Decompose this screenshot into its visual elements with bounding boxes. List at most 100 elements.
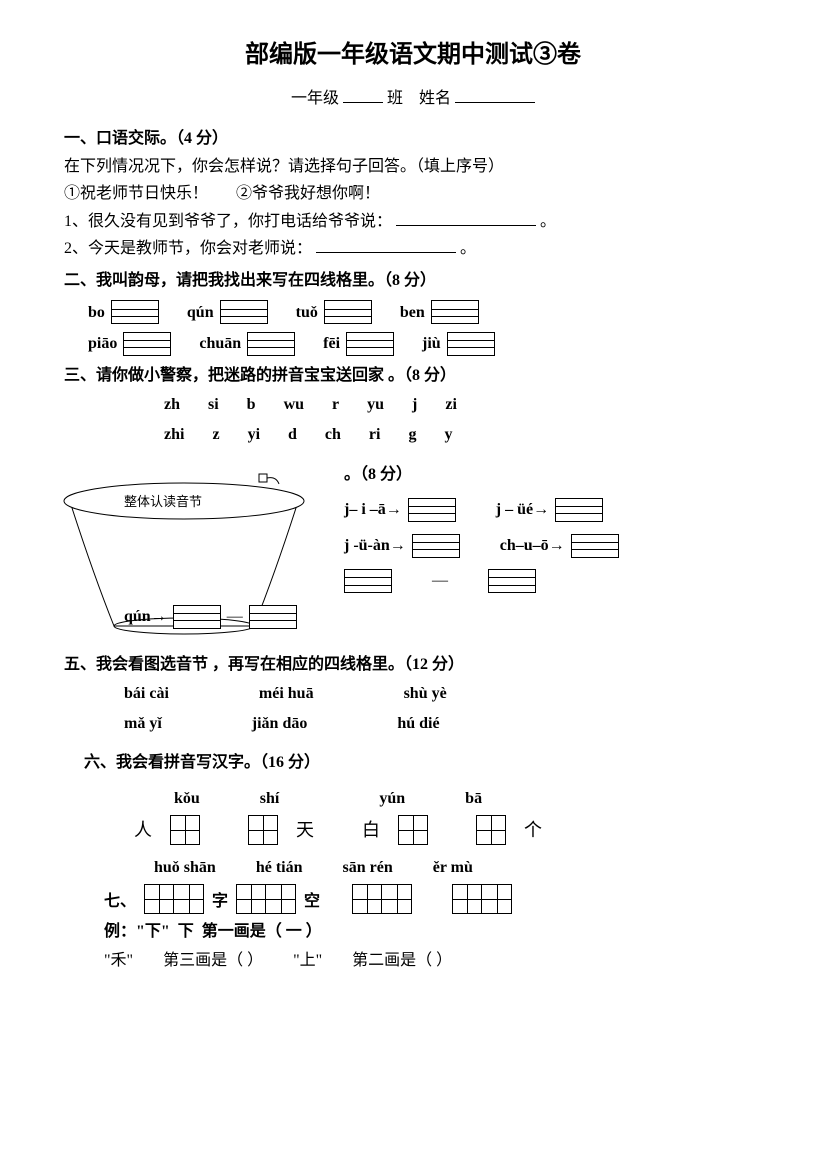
hanzi-box[interactable] [248,815,278,845]
q1-options: ①祝老师节日快乐！ ②爷爷我好想你啊！ [64,181,762,207]
syll: wu [284,392,304,418]
q6-r1-chars: 人 天 白 个 [134,815,762,845]
q5-heading: 五、我会看图选音节 ，再写在相应的四线格里。（12 分） [64,652,762,678]
q5-item: jiǎn dāo [252,711,308,737]
q1-line2-pre: 2、今天是教师节，你会对老师说： [64,240,312,257]
char-label: 天 [296,816,314,845]
four-line-box[interactable] [247,332,295,356]
q4-r2b: ch–u–ō→ [500,533,565,559]
syll: yu [367,392,384,418]
q7-he: "禾" [104,948,133,974]
four-line-box[interactable] [111,300,159,324]
q2-row2: piāo chuān fēi jiù [88,331,762,357]
q3-row2: zhi z yi d ch ri g y [164,422,762,448]
four-line-box[interactable] [346,332,394,356]
four-line-box[interactable] [173,605,221,629]
q2-r1-0: bo [88,300,105,326]
dash-icon: — [432,568,448,594]
char-label: 个 [524,816,542,845]
hanzi-pair[interactable] [144,884,204,914]
syll: g [408,422,416,448]
q2-r1-2: tuǒ [296,300,318,326]
name-label: 姓名 [419,90,451,107]
q1-opt1: ①祝老师节日快乐！ [64,185,208,202]
syll: yi [248,422,260,448]
example-text: 第一画是（ 一 ） [202,923,322,940]
syll: zi [445,392,457,418]
q6-r1-pinyin: kǒu shí yún bā [174,786,762,812]
four-line-box[interactable] [220,300,268,324]
q1-line2: 2、今天是教师节，你会对老师说： 。 [64,236,762,262]
q7-he-q: 第三画是（ ） [163,948,263,974]
q5-item: shù yè [404,681,447,707]
q3-row1: zh si b wu r yu j zi [164,392,762,418]
syll: j [412,392,417,418]
four-line-box[interactable] [555,498,603,522]
q7-shang-q: 第二画是（ ） [352,948,452,974]
q5-item: bái cài [124,681,169,707]
syll: zhi [164,422,184,448]
q1-blank2[interactable] [316,237,456,253]
four-line-box[interactable] [324,300,372,324]
q1-opt2: ②爷爷我好想你啊！ [236,185,380,202]
q7-shang: "上" [293,948,322,974]
q4-points: 。（8 分） [344,462,762,488]
q1-prompt: 在下列情况况下，你会怎样说？请选择句子回答。（填上序号） [64,154,762,180]
q1-line1-pre: 1、很久没有见到爷爷了，你打电话给爷爷说： [64,213,392,230]
example-pre: 例："下" [104,923,170,940]
four-line-box[interactable] [344,569,392,593]
q3-heading: 三、请你做小警察，把迷路的拼音宝宝送回家 。（8 分） [64,363,762,389]
q2-r2-3: jiù [422,331,441,357]
pinyin: shí [260,786,280,812]
four-line-box[interactable] [408,498,456,522]
q7-example: 例："下" 下 第一画是（ 一 ） [104,919,762,945]
four-line-box[interactable] [123,332,171,356]
class-blank[interactable] [343,87,383,103]
four-line-box[interactable] [249,605,297,629]
four-line-box[interactable] [412,534,460,558]
four-line-box[interactable] [571,534,619,558]
syll: z [212,422,219,448]
q6-r2-pinyin: huǒ shān hé tián sān rén ěr mù [154,855,762,881]
grade-label: 一年级 [291,90,343,107]
syll: ch [325,422,341,448]
char-label: 白 [362,816,380,845]
q7-section: 七、 字 空 例："下" 下 第一画是（ 一 ） "禾" 第三画是（ ） "上"… [64,883,762,974]
syll: d [288,422,297,448]
pinyin: kǒu [174,786,200,812]
four-line-box[interactable] [488,569,536,593]
q1-line2-end: 。 [460,240,476,257]
q5-row2: mǎ yǐ jiǎn dāo hú dié [124,711,762,737]
q1-blank1[interactable] [396,210,536,226]
hanzi-box[interactable] [476,815,506,845]
pinyin: huǒ shān [154,855,216,881]
hanzi-box[interactable] [170,815,200,845]
syll: si [208,392,219,418]
pinyin: hé tián [256,855,303,881]
hanzi-box[interactable] [398,815,428,845]
q2-r2-1: chuān [199,331,241,357]
q5-item: mǎ yǐ [124,711,162,737]
char-label: 人 [134,816,152,845]
q5-row1: bái cài méi huā shù yè [124,681,762,707]
q5-item: méi huā [259,681,314,707]
syll: ri [369,422,381,448]
subtitle-row: 一年级 班 姓名 [64,86,762,112]
q7-mid: 字 [212,889,228,915]
pinyin: bā [465,786,482,812]
q4-r2a: j -ü-àn→ [344,533,406,559]
syll: b [247,392,256,418]
q2-r1-3: ben [400,300,425,326]
four-line-box[interactable] [431,300,479,324]
q2-heading: 二、我叫韵母，请把我找出来写在四线格里。（8 分） [64,268,762,294]
name-blank[interactable] [455,87,535,103]
example-char: 下 [174,919,198,945]
hanzi-pair[interactable] [236,884,296,914]
pinyin: yún [379,786,405,812]
q7-suf: 空 [304,889,320,915]
four-line-box[interactable] [447,332,495,356]
page-title: 部编版一年级语文期中测试③卷 [64,36,762,74]
hanzi-pair[interactable] [452,884,512,914]
hanzi-pair[interactable] [352,884,412,914]
syll: r [332,392,339,418]
